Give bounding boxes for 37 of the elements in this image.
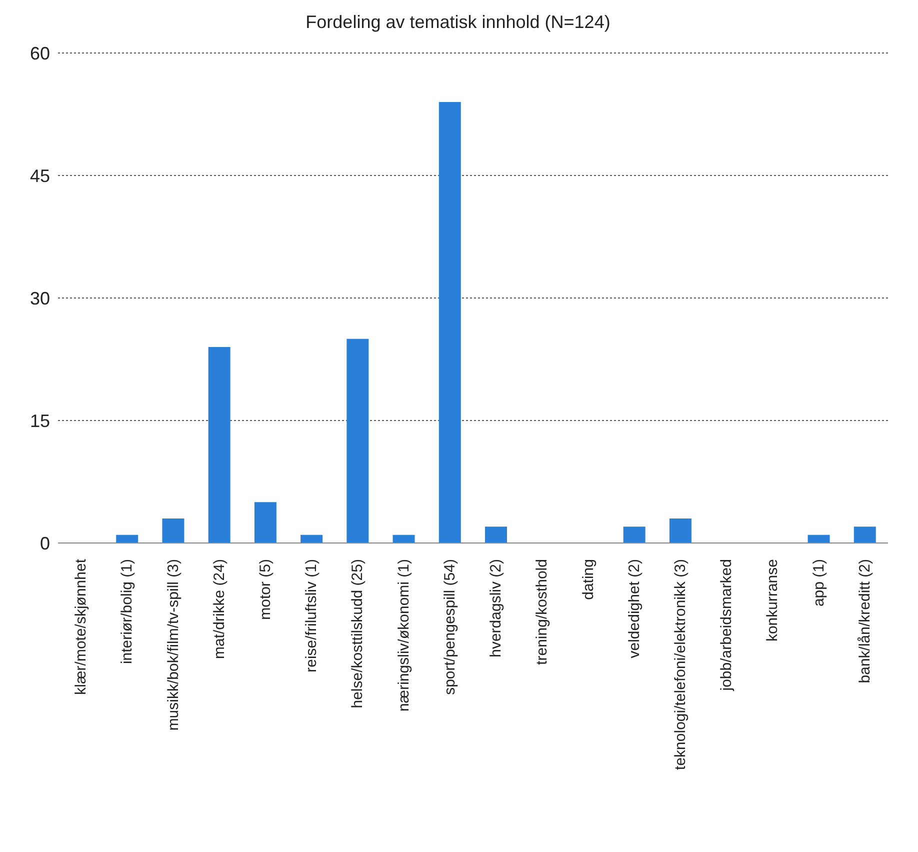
x-tick-label: app (1) <box>810 559 828 607</box>
bar <box>485 526 507 543</box>
bar <box>254 502 276 543</box>
x-tick-label: hverdagsliv (2) <box>488 559 505 658</box>
bar <box>346 338 369 543</box>
bar <box>208 347 230 543</box>
x-tick-label: helse/kosttilskudd (25) <box>349 559 366 708</box>
y-tick-label: 60 <box>30 43 50 64</box>
x-tick-label: klær/mote/skjønnhet <box>72 558 90 695</box>
y-tick-label: 0 <box>40 533 50 554</box>
bar <box>392 534 415 543</box>
bar <box>623 526 646 543</box>
x-tick-label: næringsliv/økonomi (1) <box>395 559 412 712</box>
bar <box>854 526 876 543</box>
x-tick-label: bank/lån/kreditt (2) <box>856 559 874 684</box>
y-tick-label: 30 <box>30 288 50 308</box>
chart-title: Fordeling av tematisk innhold (N=124) <box>304 12 612 33</box>
x-tick-label: mat/drikke (24) <box>210 559 228 660</box>
y-tick-label: 15 <box>30 410 50 431</box>
x-tick-label: dating <box>580 559 597 600</box>
x-tick-label: reise/friluftsliv (1) <box>303 559 320 672</box>
bar <box>116 534 138 543</box>
bar <box>808 534 830 543</box>
x-tick-label: musikk/bok/film/tv-spill (3) <box>164 558 182 731</box>
x-tick-label: teknologi/telefoni/elektronikk (3) <box>672 559 689 770</box>
bar <box>162 518 184 543</box>
x-tick-label: trening/kosthold <box>534 559 551 665</box>
x-tick-label: interiør/bolig (1) <box>118 558 136 664</box>
x-tick-label: konkurranse <box>764 559 782 642</box>
bar <box>669 518 692 543</box>
x-tick-label: sport/pengespill (54) <box>441 559 458 695</box>
x-tick-label: veldedighet (2) <box>626 559 643 658</box>
y-tick-label: 45 <box>30 166 50 186</box>
x-tick-label: jobb/arbeidsmarked <box>718 559 736 692</box>
x-tick-label: motor (5) <box>257 558 274 620</box>
bar <box>438 102 461 543</box>
bar <box>300 534 323 543</box>
